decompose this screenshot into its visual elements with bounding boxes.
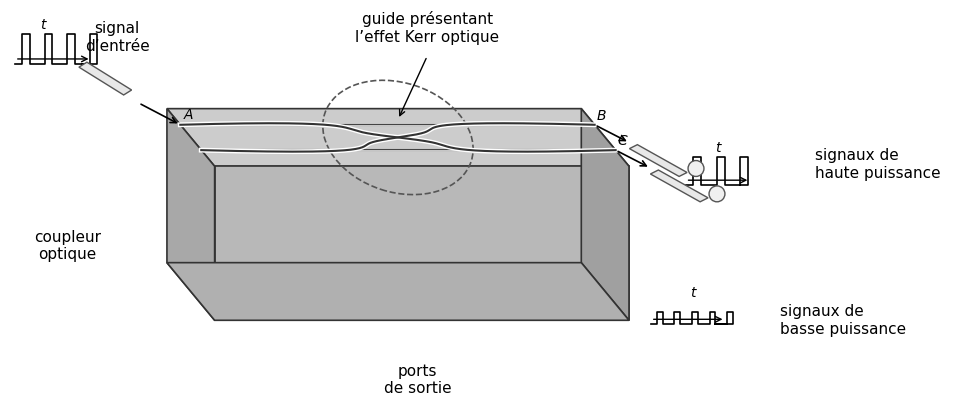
Polygon shape [167, 109, 629, 166]
Circle shape [709, 186, 725, 202]
Text: t: t [715, 141, 721, 155]
Text: C: C [617, 134, 627, 148]
Text: B: B [597, 109, 607, 123]
Text: coupleur
optique: coupleur optique [34, 230, 101, 262]
Polygon shape [630, 145, 687, 176]
Polygon shape [215, 166, 629, 320]
Polygon shape [167, 109, 215, 320]
Text: signal
d’entrée: signal d’entrée [85, 21, 150, 54]
Text: signaux de
basse puissance: signaux de basse puissance [780, 304, 906, 337]
Circle shape [688, 161, 704, 176]
Text: guide présentant
l’effet Kerr optique: guide présentant l’effet Kerr optique [355, 11, 500, 45]
Polygon shape [79, 62, 131, 95]
Polygon shape [581, 109, 629, 320]
Text: A: A [184, 108, 192, 122]
Text: signaux de
haute puissance: signaux de haute puissance [815, 148, 941, 181]
Text: ports
de sortie: ports de sortie [384, 364, 451, 396]
Polygon shape [167, 263, 629, 320]
Polygon shape [650, 170, 708, 202]
Text: t: t [690, 286, 696, 301]
Text: t: t [40, 18, 46, 32]
